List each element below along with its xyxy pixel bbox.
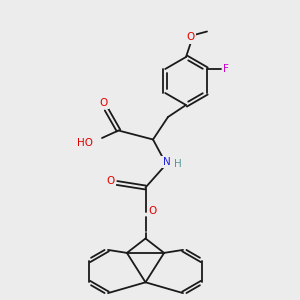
Text: O: O xyxy=(186,32,195,43)
Text: F: F xyxy=(223,64,229,74)
Text: HO: HO xyxy=(77,137,93,148)
Text: O: O xyxy=(99,98,108,108)
Text: N: N xyxy=(163,157,170,167)
Text: O: O xyxy=(106,176,115,187)
Text: H: H xyxy=(174,159,182,170)
Text: O: O xyxy=(148,206,156,217)
